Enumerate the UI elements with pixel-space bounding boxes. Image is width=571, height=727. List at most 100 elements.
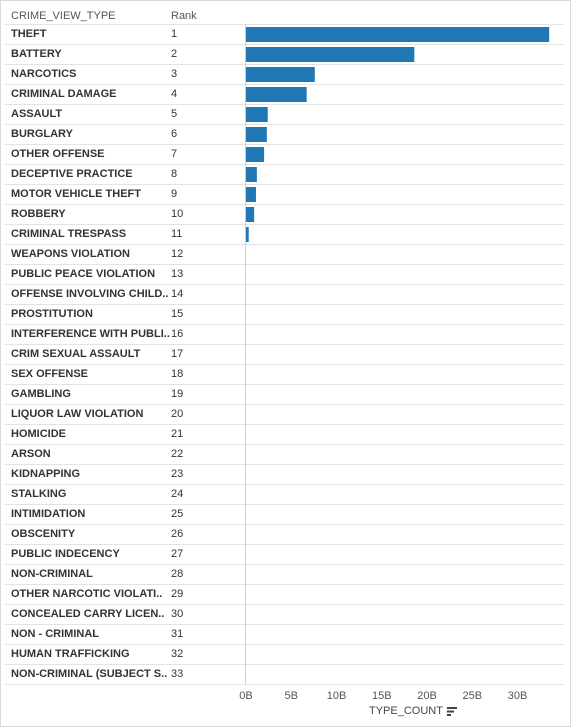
bar[interactable] bbox=[246, 87, 307, 102]
table-row[interactable]: SEX OFFENSE 18 bbox=[5, 364, 564, 385]
category-label: DECEPTIVE PRACTICE bbox=[11, 168, 133, 180]
table-row[interactable]: CONCEALED CARRY LICEN.. 30 bbox=[5, 604, 564, 625]
table-row[interactable]: GAMBLING 19 bbox=[5, 384, 564, 405]
rank-label: 21 bbox=[171, 428, 184, 440]
category-label: ARSON bbox=[11, 448, 51, 460]
category-label: OFFENSE INVOLVING CHILD.. bbox=[11, 288, 169, 300]
category-label: CRIMINAL DAMAGE bbox=[11, 88, 117, 100]
table-row[interactable]: ARSON 22 bbox=[5, 444, 564, 465]
table-row[interactable]: INTERFERENCE WITH PUBLI.. 16 bbox=[5, 324, 564, 345]
table-row[interactable]: MOTOR VEHICLE THEFT 9 bbox=[5, 184, 564, 205]
table-row[interactable]: CRIMINAL DAMAGE 4 bbox=[5, 84, 564, 105]
rank-label: 10 bbox=[171, 208, 184, 220]
bar[interactable] bbox=[246, 147, 265, 162]
sort-icon[interactable] bbox=[447, 707, 457, 716]
rank-label: 8 bbox=[171, 168, 178, 180]
plot-divider bbox=[245, 24, 246, 684]
table-bottom-line bbox=[5, 684, 564, 685]
table-row[interactable]: HUMAN TRAFFICKING 32 bbox=[5, 644, 564, 665]
rank-label: 6 bbox=[171, 128, 178, 140]
rank-label: 29 bbox=[171, 588, 184, 600]
table-row[interactable]: OBSCENITY 26 bbox=[5, 524, 564, 545]
rank-label: 15 bbox=[171, 308, 184, 320]
table-row[interactable]: STALKING 24 bbox=[5, 484, 564, 505]
rank-label: 17 bbox=[171, 348, 184, 360]
category-label: LIQUOR LAW VIOLATION bbox=[11, 408, 144, 420]
x-tick-label: 0B bbox=[239, 690, 253, 702]
category-label: GAMBLING bbox=[11, 388, 71, 400]
table-row[interactable]: INTIMIDATION 25 bbox=[5, 504, 564, 525]
rank-label: 19 bbox=[171, 388, 184, 400]
bar[interactable] bbox=[246, 27, 550, 42]
category-label: ROBBERY bbox=[11, 208, 66, 220]
table-row[interactable]: PROSTITUTION 15 bbox=[5, 304, 564, 325]
table-row[interactable]: CRIMINAL TRESPASS 11 bbox=[5, 224, 564, 245]
rank-label: 5 bbox=[171, 108, 178, 120]
table-row[interactable]: NON - CRIMINAL 31 bbox=[5, 624, 564, 645]
table-row[interactable]: OTHER NARCOTIC VIOLATI.. 29 bbox=[5, 584, 564, 605]
bar[interactable] bbox=[246, 127, 267, 142]
x-tick-label: 20B bbox=[417, 690, 437, 702]
category-label: ASSAULT bbox=[11, 108, 63, 120]
category-label: OBSCENITY bbox=[11, 528, 76, 540]
category-label: STALKING bbox=[11, 488, 67, 500]
bar[interactable] bbox=[246, 187, 256, 202]
x-tick-label: 25B bbox=[462, 690, 483, 702]
category-label: KIDNAPPING bbox=[11, 468, 81, 480]
table-row[interactable]: HOMICIDE 21 bbox=[5, 424, 564, 445]
rank-header: Rank bbox=[171, 10, 197, 22]
rank-label: 31 bbox=[171, 628, 184, 640]
table-row[interactable]: PUBLIC INDECENCY 27 bbox=[5, 544, 564, 565]
table-row[interactable]: ROBBERY 10 bbox=[5, 204, 564, 225]
rank-label: 33 bbox=[171, 668, 184, 680]
table-row[interactable]: NON-CRIMINAL (SUBJECT S.. 33 bbox=[5, 664, 564, 685]
table-row[interactable]: CRIM SEXUAL ASSAULT 17 bbox=[5, 344, 564, 365]
rank-label: 16 bbox=[171, 328, 184, 340]
category-label: OTHER NARCOTIC VIOLATI.. bbox=[11, 588, 163, 600]
rank-label: 23 bbox=[171, 468, 184, 480]
table-row[interactable]: KIDNAPPING 23 bbox=[5, 464, 564, 485]
category-label: SEX OFFENSE bbox=[11, 368, 89, 380]
category-label: PUBLIC PEACE VIOLATION bbox=[11, 268, 156, 280]
table-row[interactable]: ASSAULT 5 bbox=[5, 104, 564, 125]
category-label: INTERFERENCE WITH PUBLI.. bbox=[11, 328, 170, 340]
rank-label: 30 bbox=[171, 608, 184, 620]
table-row[interactable]: NON-CRIMINAL 28 bbox=[5, 564, 564, 585]
category-label: CONCEALED CARRY LICEN.. bbox=[11, 608, 165, 620]
table-row[interactable]: DECEPTIVE PRACTICE 8 bbox=[5, 164, 564, 185]
rank-label: 25 bbox=[171, 508, 184, 520]
category-label: NARCOTICS bbox=[11, 68, 77, 80]
table-row[interactable]: NARCOTICS 3 bbox=[5, 64, 564, 85]
category-label: WEAPONS VIOLATION bbox=[11, 248, 130, 260]
rank-label: 24 bbox=[171, 488, 184, 500]
bar[interactable] bbox=[246, 67, 315, 82]
rank-label: 3 bbox=[171, 68, 178, 80]
row-header: CRIME_VIEW_TYPE bbox=[11, 10, 116, 22]
x-tick-label: 30B bbox=[507, 690, 528, 702]
category-label: NON - CRIMINAL bbox=[11, 628, 99, 640]
category-label: INTIMIDATION bbox=[11, 508, 86, 520]
bar[interactable] bbox=[246, 167, 257, 182]
x-tick-label: 15B bbox=[371, 690, 392, 702]
table-row[interactable]: WEAPONS VIOLATION 12 bbox=[5, 244, 564, 265]
bar[interactable] bbox=[246, 207, 255, 222]
table-row[interactable]: OFFENSE INVOLVING CHILD.. 14 bbox=[5, 284, 564, 305]
rank-label: 32 bbox=[171, 648, 184, 660]
bar[interactable] bbox=[246, 227, 249, 242]
table-row[interactable]: THEFT 1 bbox=[5, 24, 564, 45]
bar[interactable] bbox=[246, 107, 268, 122]
table-row[interactable]: OTHER OFFENSE 7 bbox=[5, 144, 564, 165]
rank-label: 27 bbox=[171, 548, 184, 560]
table-row[interactable]: PUBLIC PEACE VIOLATION 13 bbox=[5, 264, 564, 285]
table-row[interactable]: BURGLARY 6 bbox=[5, 124, 564, 145]
bar[interactable] bbox=[246, 47, 415, 62]
rank-label: 7 bbox=[171, 148, 178, 160]
rank-label: 18 bbox=[171, 368, 184, 380]
category-label: PUBLIC INDECENCY bbox=[11, 548, 120, 560]
rank-label: 28 bbox=[171, 568, 184, 580]
category-label: HUMAN TRAFFICKING bbox=[11, 648, 130, 660]
category-label: NON-CRIMINAL bbox=[11, 568, 93, 580]
table-row[interactable]: LIQUOR LAW VIOLATION 20 bbox=[5, 404, 564, 425]
table-row[interactable]: BATTERY 2 bbox=[5, 44, 564, 65]
